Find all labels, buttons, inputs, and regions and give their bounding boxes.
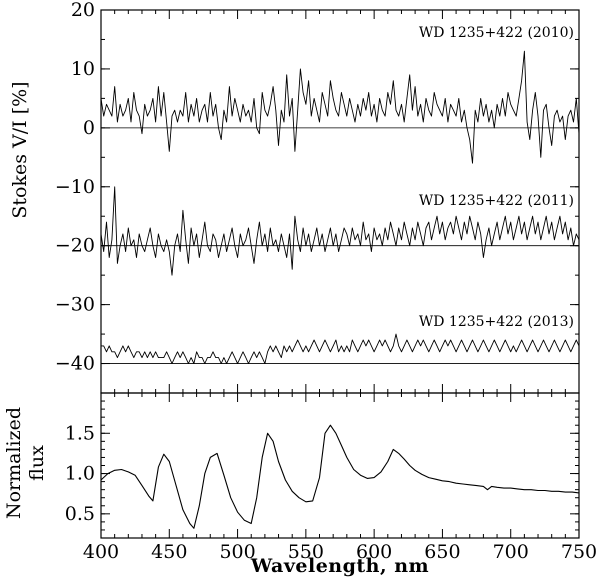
x-tick-label: 400 bbox=[83, 541, 119, 563]
top-y-tick-label: −30 bbox=[55, 294, 95, 316]
bottom-y-tick-label: 1.5 bbox=[65, 422, 95, 444]
stokes-series-0 bbox=[100, 50, 580, 164]
top-y-tick-label: 20 bbox=[71, 0, 95, 21]
stokes-series-1 bbox=[100, 186, 580, 276]
x-axis-ticks: 400 450 500 550 600 650 700 750 bbox=[83, 10, 597, 563]
x-tick-label: 500 bbox=[219, 541, 255, 563]
series-label-2013: WD 1235+422 (2013) bbox=[419, 314, 574, 330]
bottom-y-tick-label: 0.5 bbox=[65, 503, 95, 525]
top-panel-ticks: −40 −30 −20 −10 0 10 20 bbox=[55, 0, 579, 394]
top-y-tick-label: 0 bbox=[83, 117, 95, 139]
x-tick-label: 550 bbox=[288, 541, 324, 563]
stokes-series-2 bbox=[101, 333, 580, 364]
top-y-tick-label: −40 bbox=[55, 353, 95, 375]
x-tick-label: 600 bbox=[356, 541, 392, 563]
bottom-y-tick-label: 1.0 bbox=[65, 463, 95, 485]
x-tick-label: 750 bbox=[561, 541, 597, 563]
bottom-panel-ticks: 0.5 1.0 1.5 bbox=[65, 400, 579, 531]
x-axis-title: Wavelength, nm bbox=[250, 555, 429, 577]
top-y-tick-label: −10 bbox=[55, 176, 95, 198]
normalized-flux-series bbox=[100, 424, 580, 529]
top-y-tick-label: 10 bbox=[71, 58, 95, 80]
x-tick-label: 450 bbox=[151, 541, 187, 563]
series-label-2011: WD 1235+422 (2011) bbox=[419, 193, 574, 209]
x-tick-label: 700 bbox=[493, 541, 529, 563]
x-tick-label: 650 bbox=[424, 541, 460, 563]
series-layer bbox=[100, 50, 580, 529]
top-y-tick-label: −20 bbox=[55, 235, 95, 257]
bottom-y-axis-title-line1: Normalized bbox=[3, 407, 25, 519]
bottom-y-axis-title-line2: flux bbox=[26, 445, 48, 481]
series-label-2010: WD 1235+422 (2010) bbox=[419, 25, 574, 41]
top-y-axis-title: Stokes V/I [%] bbox=[9, 81, 31, 218]
bottom-panel-frame bbox=[100, 392, 580, 539]
